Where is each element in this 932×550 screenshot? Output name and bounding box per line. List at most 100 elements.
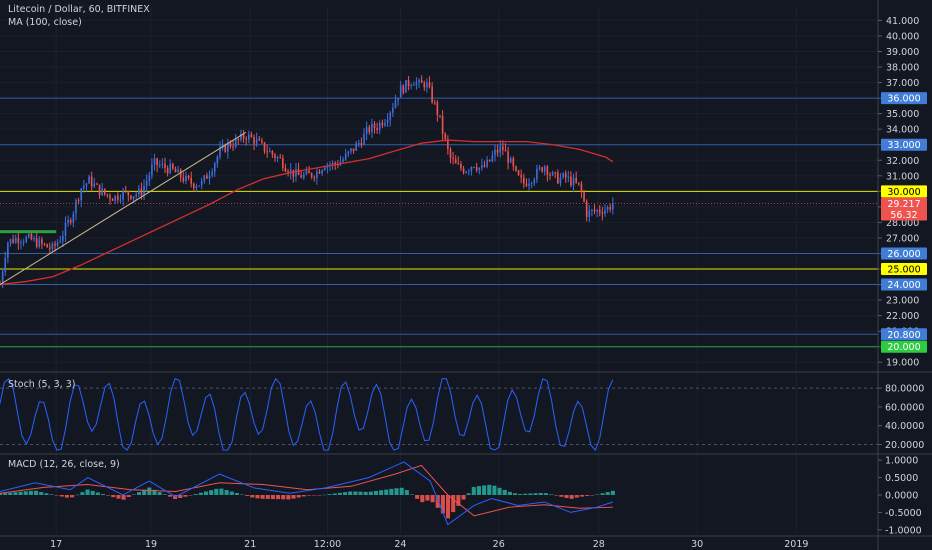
candle-body bbox=[302, 174, 305, 178]
chart-title: Litecoin / Dollar, 60, BITFINEX bbox=[8, 4, 150, 15]
macd-histogram-bar bbox=[265, 495, 270, 499]
macd-histogram-bar bbox=[250, 495, 255, 498]
macd-histogram-bar bbox=[80, 492, 85, 495]
macd-histogram-bar bbox=[394, 488, 399, 495]
macd-histogram-bar bbox=[368, 491, 373, 495]
candle-body bbox=[1, 271, 4, 285]
macd-histogram-bar bbox=[549, 494, 554, 495]
macd-histogram-bar bbox=[126, 495, 131, 497]
macd-histogram-bar bbox=[502, 489, 507, 495]
candle-body bbox=[151, 164, 153, 176]
candles bbox=[0, 75, 614, 289]
candle-body bbox=[352, 148, 355, 151]
candle-body bbox=[481, 165, 483, 168]
candle-body bbox=[344, 153, 347, 160]
macd-histogram-bar bbox=[363, 491, 368, 495]
stoch-title: Stoch (5, 3, 3) bbox=[8, 379, 75, 390]
candle-body bbox=[297, 169, 300, 176]
macd-histogram-bar bbox=[471, 487, 476, 495]
candle-body bbox=[206, 175, 208, 179]
candle-body bbox=[72, 213, 75, 223]
candle-body bbox=[475, 166, 478, 171]
macd-y-tick-label: 1.0000 bbox=[885, 456, 918, 467]
y-tick-label: 34.000 bbox=[886, 125, 919, 136]
x-tick-label: 2019 bbox=[784, 539, 808, 550]
level-label-bg bbox=[881, 185, 927, 198]
macd-histogram-bar bbox=[131, 494, 136, 495]
candle-body bbox=[77, 200, 80, 202]
macd-histogram-bar bbox=[296, 495, 301, 498]
candle-body bbox=[378, 122, 381, 130]
candle-body bbox=[601, 212, 604, 214]
macd-histogram-bar bbox=[214, 488, 219, 495]
candle-body bbox=[145, 181, 148, 186]
macd-pane bbox=[0, 461, 615, 526]
candle-body bbox=[402, 85, 405, 93]
candle-body bbox=[195, 186, 198, 189]
candle-body bbox=[433, 102, 436, 104]
candle-body bbox=[192, 183, 195, 189]
candle-body bbox=[268, 151, 271, 153]
candle-body bbox=[460, 163, 462, 169]
macd-histogram-bar bbox=[245, 495, 250, 496]
macd-histogram-bar bbox=[3, 493, 8, 495]
macd-histogram-bar bbox=[409, 494, 415, 495]
macd-y-tick-label: -1.0000 bbox=[885, 525, 922, 536]
candle-body bbox=[219, 147, 221, 157]
candle-body bbox=[504, 150, 507, 152]
candle-body bbox=[316, 171, 318, 179]
candle-body bbox=[486, 159, 488, 167]
candle-body bbox=[122, 190, 124, 200]
candle-body bbox=[250, 134, 253, 138]
candle-body bbox=[376, 128, 378, 130]
candle-body bbox=[103, 188, 106, 195]
macd-histogram-bar bbox=[229, 491, 234, 495]
candle-body bbox=[439, 115, 441, 117]
candle-body bbox=[308, 170, 310, 174]
macd-histogram-bar bbox=[461, 495, 466, 500]
candle-body bbox=[572, 178, 575, 186]
macd-histogram-bar bbox=[379, 490, 384, 495]
macd-histogram-bar bbox=[137, 492, 142, 495]
candle-body bbox=[242, 133, 245, 139]
candle-body bbox=[54, 243, 56, 246]
candle-body bbox=[313, 177, 316, 179]
macd-histogram-bar bbox=[492, 485, 497, 495]
macd-histogram-bar bbox=[157, 492, 162, 495]
candle-body bbox=[478, 167, 481, 171]
macd-histogram-bar bbox=[528, 493, 533, 495]
level-label: 26.000 bbox=[887, 249, 920, 260]
macd-histogram-bar bbox=[23, 491, 28, 495]
candle-body bbox=[334, 162, 337, 165]
candle-body bbox=[496, 149, 499, 153]
macd-histogram-bar bbox=[276, 495, 281, 500]
macd-histogram-bar bbox=[255, 495, 260, 499]
candle-body bbox=[234, 138, 237, 147]
candle-body bbox=[457, 163, 460, 165]
candle-body bbox=[172, 163, 174, 169]
candle-body bbox=[321, 170, 323, 174]
candle-body bbox=[156, 158, 158, 166]
candle-body bbox=[211, 171, 213, 176]
candle-body bbox=[431, 86, 433, 103]
x-tick-label: 26 bbox=[493, 539, 505, 550]
macd-histogram-bar bbox=[183, 495, 188, 497]
candle-body bbox=[4, 257, 7, 272]
macd-histogram-bar bbox=[317, 495, 322, 496]
macd-histogram-bar bbox=[466, 493, 471, 495]
macd-histogram-bar bbox=[44, 493, 49, 495]
candle-body bbox=[557, 172, 559, 184]
y-tick-label: 22.000 bbox=[886, 311, 919, 322]
candle-body bbox=[394, 100, 397, 109]
candle-body bbox=[62, 236, 64, 241]
macd-signal-line bbox=[0, 464, 613, 517]
candle-body bbox=[488, 159, 491, 162]
macd-histogram-bar bbox=[116, 495, 121, 499]
x-tick-label: 12:00 bbox=[314, 539, 341, 550]
y-tick-label: 35.000 bbox=[886, 109, 919, 120]
y-tick-label: 37.000 bbox=[886, 78, 919, 89]
candle-body bbox=[109, 195, 111, 200]
candle-body bbox=[137, 188, 140, 195]
macd-histogram-bar bbox=[54, 495, 59, 496]
